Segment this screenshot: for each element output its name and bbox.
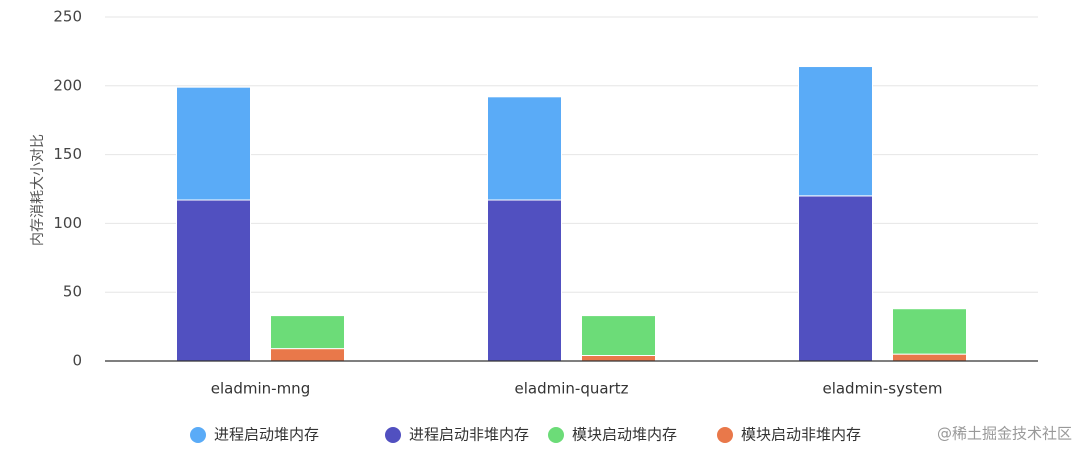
- legend-marker: [385, 427, 401, 443]
- bar-segment: [581, 315, 656, 356]
- y-tick-label: 250: [53, 8, 82, 26]
- bar-segment: [892, 308, 967, 355]
- bar-segment: [176, 86, 251, 201]
- bar-segment: [581, 354, 656, 362]
- bar-segment: [270, 315, 345, 350]
- y-tick-label: 100: [53, 214, 82, 232]
- legend-label: 模块启动堆内存: [572, 426, 677, 444]
- y-tick-label: 0: [72, 352, 82, 370]
- legend-label: 进程启动非堆内存: [409, 426, 529, 444]
- legend-label: 进程启动堆内存: [214, 426, 319, 444]
- legend-marker: [548, 427, 564, 443]
- legend-marker: [717, 427, 733, 443]
- y-axis-title: 内存消耗大小对比: [30, 134, 46, 246]
- x-tick-label: eladmin-quartz: [515, 380, 629, 398]
- bar-segment: [487, 199, 562, 362]
- y-tick-label: 150: [53, 145, 82, 163]
- bar-segment: [798, 66, 873, 197]
- bar-segment: [798, 195, 873, 362]
- bar-segment: [892, 353, 967, 362]
- x-tick-label: eladmin-system: [822, 380, 942, 398]
- legend-label: 模块启动非堆内存: [741, 426, 861, 444]
- bar-segment: [270, 348, 345, 362]
- bar-segment: [487, 96, 562, 201]
- watermark: @稀土掘金技术社区: [937, 425, 1072, 443]
- bar-segment: [176, 199, 251, 362]
- y-tick-label: 50: [63, 283, 82, 301]
- x-tick-label: eladmin-mng: [211, 380, 310, 398]
- legend-marker: [190, 427, 206, 443]
- y-tick-label: 200: [53, 76, 82, 94]
